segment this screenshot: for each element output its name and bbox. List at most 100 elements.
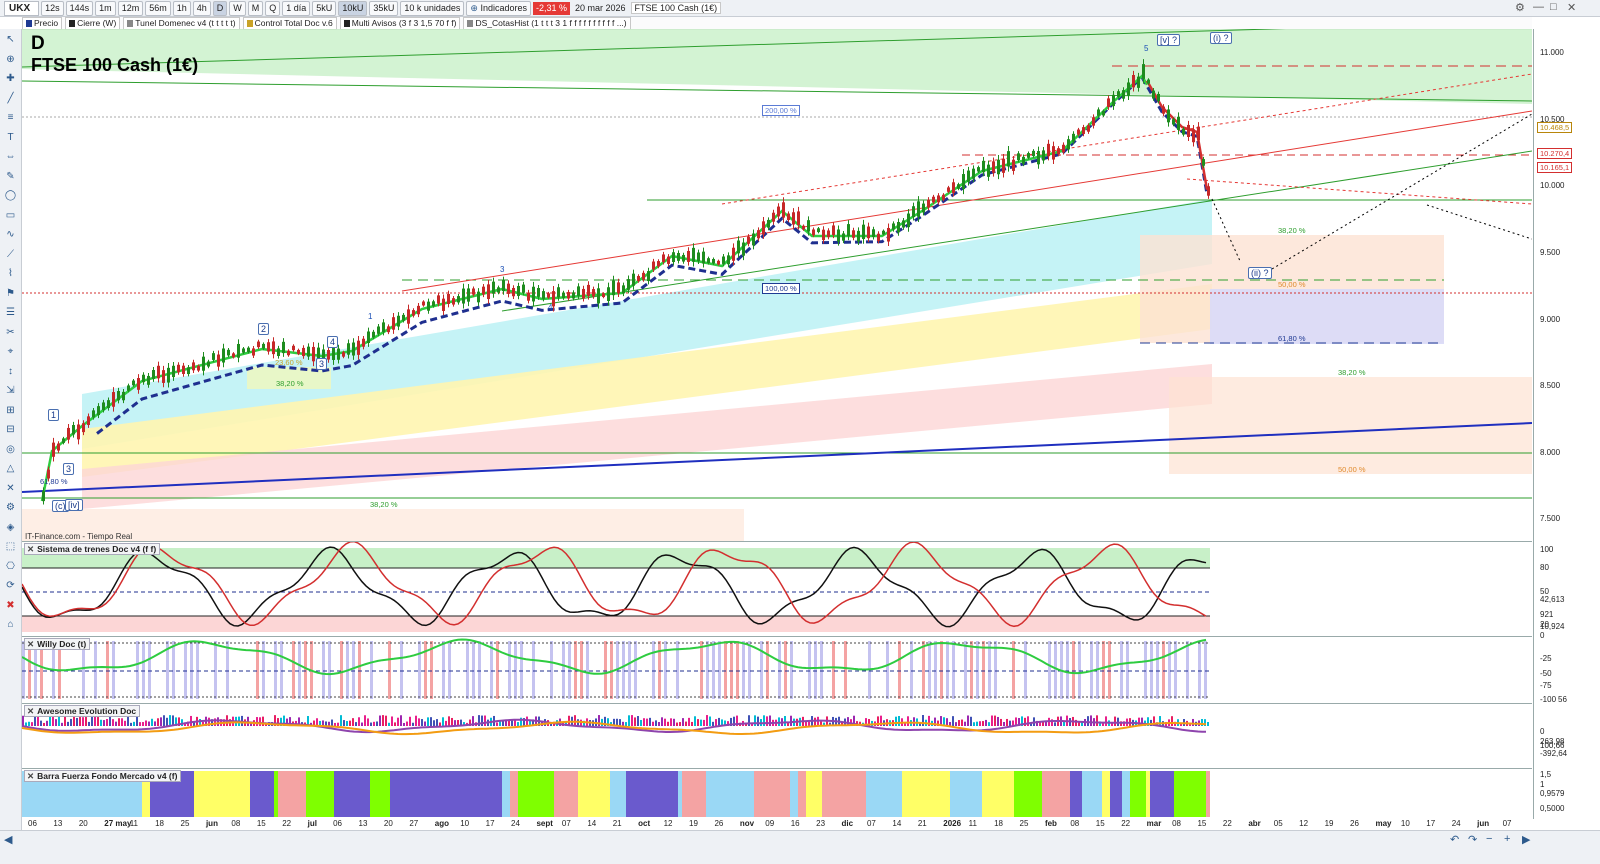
price-axis[interactable]: 11.000 10.500 10.000 9.500 9.000 8.500 8.000 7.…	[1533, 29, 1600, 819]
close-icon[interactable]: ✕	[1567, 2, 1577, 14]
period-button[interactable]: 56m	[145, 0, 171, 16]
drawing-tool-icon[interactable]: ⇔	[5, 151, 16, 162]
period-button[interactable]: M	[247, 0, 264, 16]
drawing-tool-icon[interactable]: T	[7, 131, 14, 143]
period-button[interactable]: D	[212, 0, 228, 16]
indicator-chip[interactable]: Precio	[22, 16, 63, 30]
drawing-tool-icon[interactable]: ⊞	[6, 404, 15, 416]
redo-icon[interactable]: ↷	[1468, 834, 1478, 846]
drawing-tool-icon[interactable]: ∿	[6, 229, 15, 240]
awesome-bar	[991, 715, 993, 726]
candle-body	[487, 284, 490, 300]
drawing-tool-icon[interactable]: ⟋	[7, 248, 14, 260]
scroll-right-icon[interactable]: ▶	[1522, 834, 1531, 846]
drawing-tool-icon[interactable]: ↖	[6, 34, 15, 45]
willy-bar	[274, 641, 277, 699]
date-tick-label: 11	[129, 819, 138, 828]
close-panel-icon[interactable]: ✕	[27, 639, 35, 649]
candle-body	[292, 345, 295, 351]
drawing-tool-icon[interactable]: ≡	[7, 112, 14, 123]
awesome-bar	[934, 717, 936, 726]
drawing-tool-icon[interactable]: ✚	[6, 73, 15, 84]
drawing-tool-icon[interactable]: ✕	[6, 482, 15, 494]
drawing-tool-icon[interactable]: ✂	[6, 326, 15, 338]
period-button[interactable]: 144s	[65, 0, 94, 16]
indicator-chip[interactable]: Multi Avisos (3 f 3 1,5 70 f f)	[339, 16, 461, 30]
unit-button[interactable]: 5kU	[312, 0, 337, 16]
fuerza-bar	[110, 771, 114, 817]
period-button[interactable]: 12m	[117, 0, 144, 16]
fuerza-bar	[446, 771, 450, 817]
units-dropdown[interactable]: 10 k unidades	[400, 0, 465, 16]
panel-title-trains[interactable]: ✕ Sistema de trenes Doc v4 (f f)	[24, 543, 161, 555]
range-dropdown[interactable]: 1 día	[282, 0, 311, 16]
drawing-tool-icon[interactable]: ⌂	[7, 619, 14, 630]
period-button[interactable]: 1m	[95, 0, 116, 16]
zoom-in-icon[interactable]: +	[1504, 833, 1511, 845]
date-axis[interactable]: 06 13 20 27 may 11 18 25 jun 08 15 22 jul 06 13 20 27 ag…	[22, 818, 1532, 830]
fuerza-bar	[142, 771, 146, 817]
drawing-tool-icon[interactable]: ╱	[7, 92, 14, 104]
drawing-tool-icon[interactable]: ⊕	[6, 53, 15, 65]
drawing-tool-icon[interactable]: ✖	[6, 599, 15, 611]
drawing-tool-icon[interactable]: ◎	[6, 443, 15, 455]
unit-button[interactable]: 35kU	[369, 0, 399, 16]
scroll-left-icon[interactable]: ◀	[4, 834, 13, 846]
close-panel-icon[interactable]: ✕	[27, 771, 35, 781]
drawing-tool-icon[interactable]: ⌖	[7, 346, 14, 357]
period-button[interactable]: 4h	[192, 0, 211, 16]
panel-title-awesome[interactable]: ✕ Awesome Evolution Doc	[24, 705, 141, 717]
panel-awesome[interactable]: ✕ Awesome Evolution Doc	[21, 703, 1532, 767]
candle-body	[887, 227, 890, 242]
drawing-tool-icon[interactable]: ⬚	[5, 541, 16, 552]
candle-body	[597, 288, 600, 304]
indicators-button[interactable]: ⊕ Indicadores	[466, 0, 531, 16]
drawing-tool-icon[interactable]: ◈	[6, 521, 15, 533]
panel-willy[interactable]: ✕ Willy Doc (t)	[21, 636, 1532, 702]
drawing-tool-icon[interactable]: ✎	[6, 170, 15, 182]
menu-icon[interactable]: ⚙	[1515, 2, 1525, 14]
drawing-tool-icon[interactable]: ◯	[4, 190, 17, 201]
drawing-tool-icon[interactable]: ↕	[8, 365, 13, 377]
willy-bar	[1126, 641, 1129, 699]
drawing-tool-icon[interactable]: ⚑	[6, 287, 15, 299]
drawing-tool-icon[interactable]: ⎔	[6, 560, 15, 572]
symbol-selector[interactable]: UKX	[4, 0, 40, 16]
period-button[interactable]: W	[229, 0, 246, 16]
minimize-icon[interactable]: —	[1533, 1, 1544, 13]
period-button[interactable]: 12s	[41, 0, 64, 16]
drawing-tool-icon[interactable]: ⊟	[6, 424, 15, 435]
price-chart[interactable]	[22, 29, 1532, 541]
drawing-tool-icon[interactable]: ▭	[5, 209, 16, 221]
close-panel-icon[interactable]: ✕	[27, 706, 35, 716]
indicator-chip[interactable]: Control Total Doc v.6	[242, 16, 337, 30]
indicator-chip[interactable]: Tunel Domenec v4 (t t t t t)	[123, 16, 240, 30]
drawing-tool-icon[interactable]: ⇲	[6, 385, 15, 396]
panel-title-willy[interactable]: ✕ Willy Doc (t)	[24, 638, 91, 650]
panel-trains[interactable]: ✕ Sistema de trenes Doc v4 (f f)	[21, 540, 1532, 633]
panel-title-fuerza[interactable]: ✕ Barra Fuerza Fondo Mercado v4 (f)	[24, 770, 182, 782]
drawing-tool-icon[interactable]: ⚙	[6, 502, 15, 513]
fuerza-bar	[34, 771, 38, 817]
drawing-tool-icon[interactable]: △	[6, 463, 15, 474]
zoom-out-icon[interactable]: −	[1486, 833, 1493, 845]
indicator-chip[interactable]: Cierre (W)	[65, 16, 121, 30]
unit-button[interactable]: 10kU	[338, 0, 368, 16]
undo-icon[interactable]: ↶	[1450, 834, 1460, 846]
indicator-chip[interactable]: DS_CotasHist (1 t t t 3 1 f f f f f f f …	[463, 16, 631, 30]
candle-body	[507, 283, 510, 294]
willy-bar	[286, 641, 289, 699]
period-button[interactable]: 1h	[172, 0, 191, 16]
period-button[interactable]: Q	[265, 0, 281, 16]
date-tick-label: 11	[968, 819, 977, 828]
panel-fuerza[interactable]: ✕ Barra Fuerza Fondo Mercado v4 (f)	[22, 768, 1532, 819]
maximize-icon[interactable]: □	[1550, 1, 1557, 13]
awesome-bar	[1192, 718, 1194, 726]
close-panel-icon[interactable]: ✕	[27, 544, 35, 554]
fuerza-bar	[558, 771, 562, 817]
drawing-tool-icon[interactable]: ⟳	[6, 580, 15, 591]
fuerza-bar	[126, 771, 130, 817]
drawing-tool-icon[interactable]: ☰	[6, 307, 15, 318]
fuerza-bar	[978, 771, 982, 817]
drawing-tool-icon[interactable]: ⌇	[8, 268, 13, 279]
